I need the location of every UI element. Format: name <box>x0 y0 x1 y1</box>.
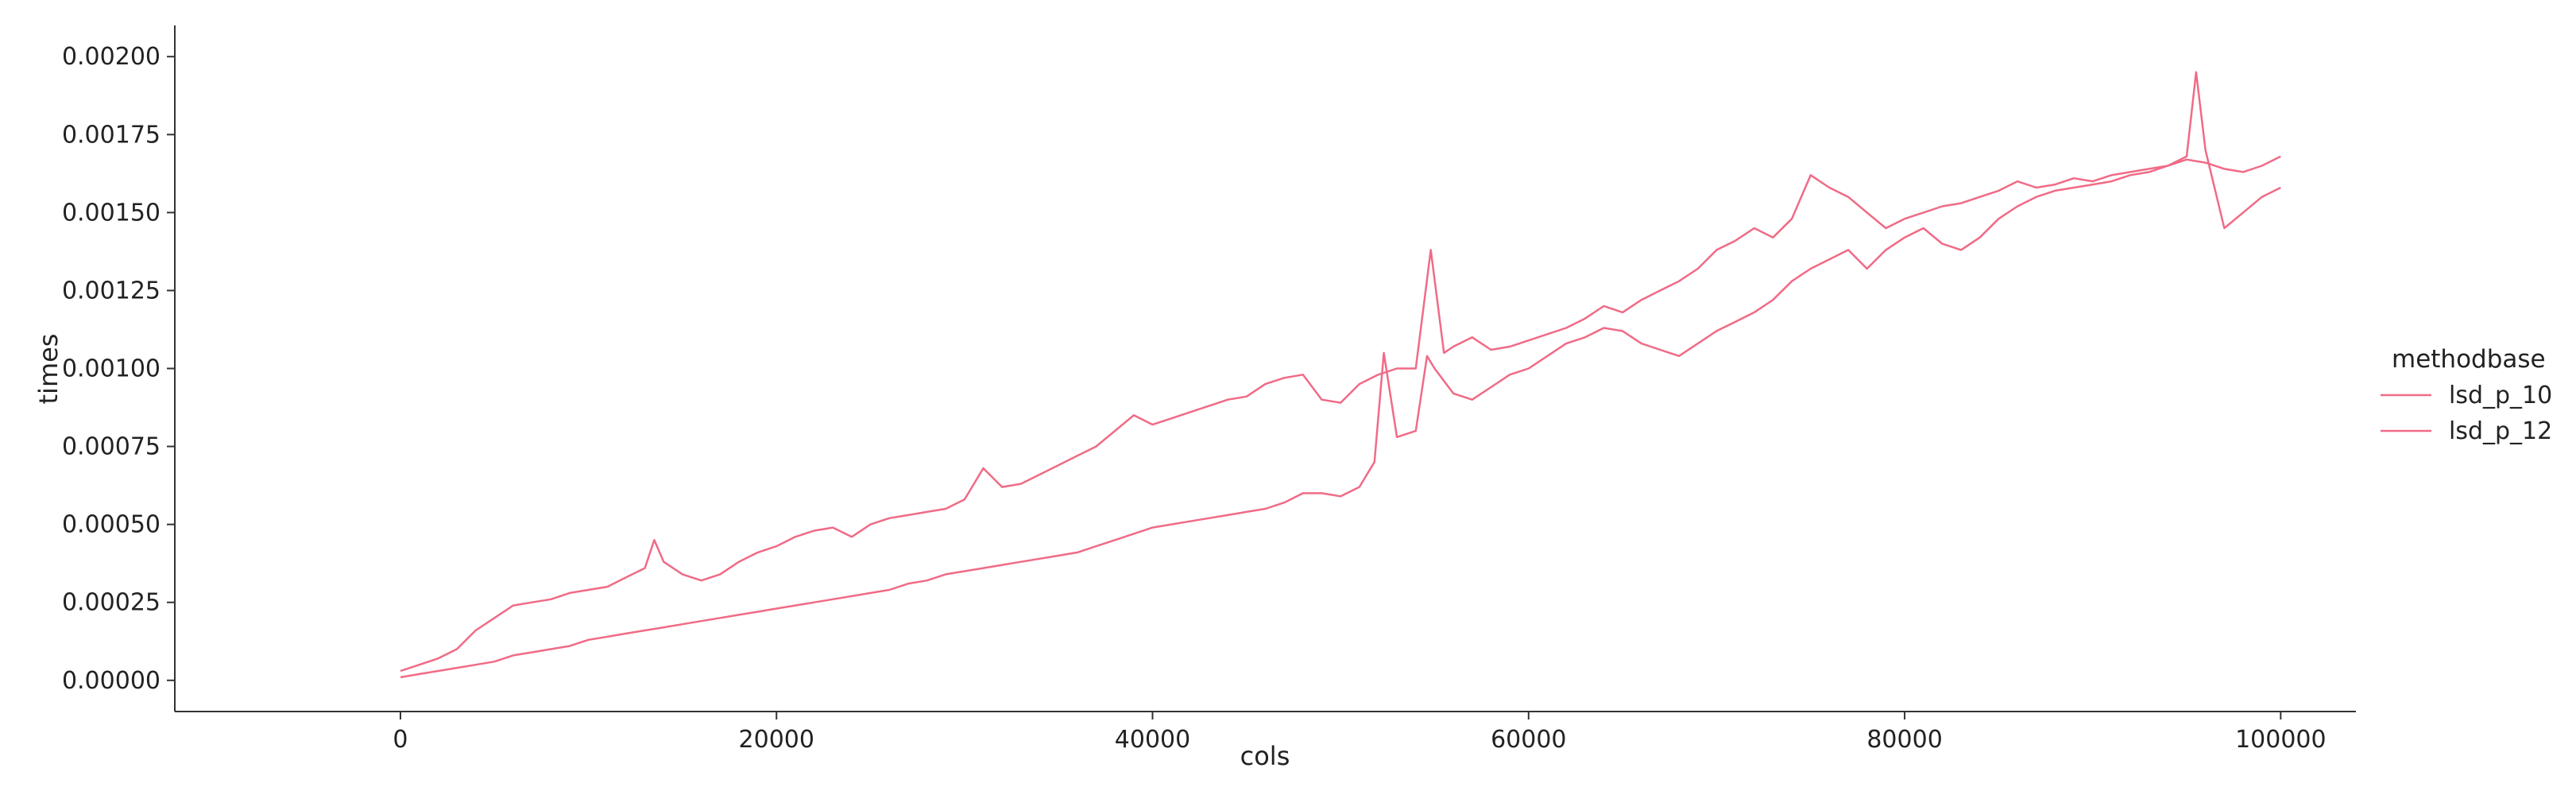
y-tick-label: 0.00175 <box>62 121 161 149</box>
legend-title: methodbase <box>2392 345 2546 374</box>
y-axis-title: times <box>33 334 64 405</box>
series-line-lsd-p-10 <box>400 155 2281 673</box>
axes <box>174 25 2356 712</box>
y-tick-label: 0.00000 <box>62 667 161 695</box>
series-lines <box>400 71 2281 679</box>
x-tick-label: 60000 <box>1491 726 1566 754</box>
y-tick-label: 0.00075 <box>62 433 161 461</box>
y-tick-label: 0.00100 <box>62 355 161 383</box>
ticks: 0 20000 40000 60000 80000 100000 0.00000 0.0002… <box>62 43 2327 754</box>
legend: methodbase lsd_p_10 lsd_p_12 <box>2381 345 2552 445</box>
y-tick-label: 0.00025 <box>62 589 161 617</box>
legend-label-lsd-p-12: lsd_p_12 <box>2449 417 2552 445</box>
legend-label-lsd-p-10: lsd_p_10 <box>2449 382 2552 409</box>
x-tick-label: 40000 <box>1115 726 1190 754</box>
series-line-lsd-p-12 <box>400 71 2281 679</box>
x-axis-title: cols <box>1240 741 1290 771</box>
x-tick-label: 100000 <box>2235 726 2327 754</box>
x-tick-label: 0 <box>393 726 408 754</box>
y-tick-label: 0.00050 <box>62 511 161 539</box>
x-tick-label: 20000 <box>739 726 814 754</box>
y-tick-label: 0.00200 <box>62 43 161 71</box>
x-tick-label: 80000 <box>1866 726 1942 754</box>
y-tick-label: 0.00150 <box>62 199 161 227</box>
y-tick-label: 0.00125 <box>62 277 161 304</box>
